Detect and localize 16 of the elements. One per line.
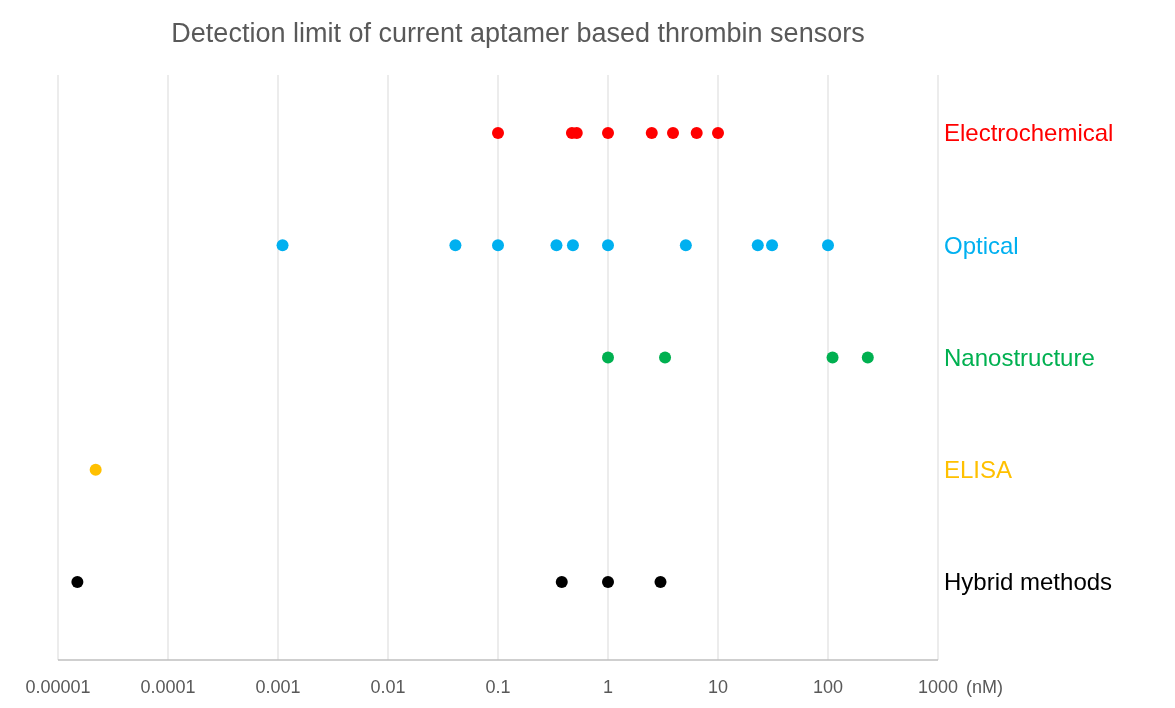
x-tick-label: 0.0001	[140, 677, 196, 697]
y-tick-label: Electrochemical	[944, 119, 1114, 147]
x-tick-label: 1000	[917, 677, 959, 697]
x-tick-label: 0.00001	[25, 677, 91, 697]
x-axis-title: (nM)	[966, 677, 1003, 697]
x-tick-label: 1	[602, 677, 614, 697]
x-tick-label: 100	[812, 677, 844, 697]
y-tick-label: ELISA	[944, 456, 1013, 484]
chart-title: Detection limit of current aptamer based thrombin sensors	[171, 18, 865, 48]
x-tick-label: 10	[707, 677, 729, 697]
y-tick-label: Hybrid methods	[944, 568, 1113, 596]
y-tick-label: Optical	[944, 231, 1019, 259]
x-tick-label: 0.1	[485, 677, 511, 697]
y-tick-label: Nanostructure	[944, 343, 1095, 371]
x-tick-label: 0.01	[370, 677, 406, 697]
x-tick-label: 0.001	[255, 677, 301, 697]
